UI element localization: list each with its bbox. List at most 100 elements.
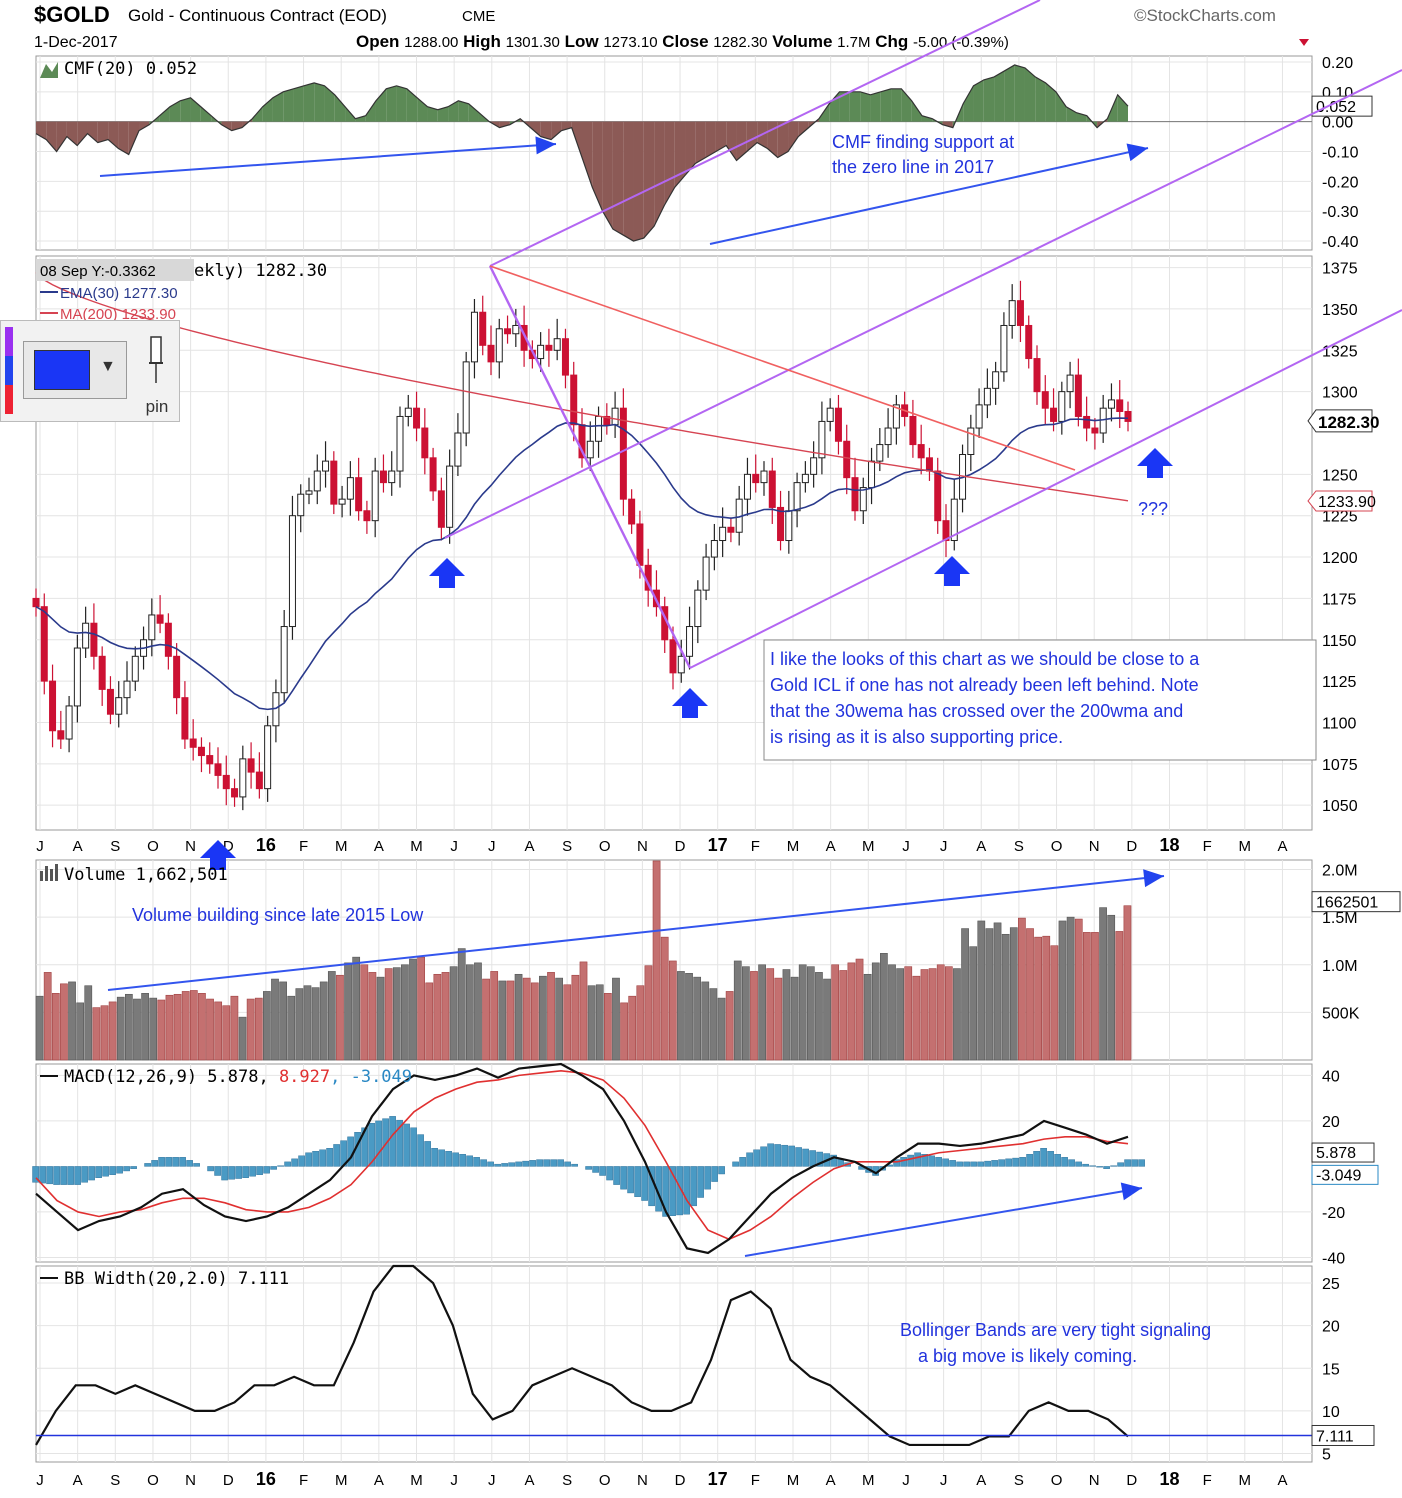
volume-bar — [660, 936, 669, 1061]
macd-histogram-bar — [501, 1163, 508, 1167]
volume-bar — [595, 984, 604, 1061]
dropdown-arrow-icon: ▼ — [100, 358, 116, 375]
price-candle-body — [925, 457, 933, 472]
color-swatches — [5, 327, 13, 415]
macd-histogram-bar — [466, 1155, 473, 1167]
volume-bar — [831, 964, 840, 1061]
ohlc-label: Open — [356, 32, 404, 51]
cmf-area-segment — [437, 106, 449, 122]
volume-ytick: 1.0M — [1322, 958, 1358, 975]
cmf-area-segment — [375, 88, 387, 122]
macd-ytick: 40 — [1322, 1068, 1340, 1085]
macd-histogram-bar — [431, 1148, 438, 1167]
cmf-area-segment — [272, 91, 284, 122]
price-candle-body — [437, 490, 445, 528]
price-candle-body — [346, 477, 354, 500]
volume-bar — [108, 1001, 117, 1061]
volume-bar — [425, 982, 434, 1061]
macd-histogram-bar — [60, 1166, 67, 1185]
volume-bar — [311, 987, 320, 1061]
price-candle-body — [603, 415, 611, 426]
price-candle-body — [818, 420, 826, 459]
macd-histogram-bar — [319, 1149, 326, 1167]
macd-histogram-bar — [515, 1161, 522, 1167]
cmf-ytick: -0.30 — [1322, 204, 1359, 221]
pin-button[interactable]: pin — [137, 327, 177, 417]
x-axis-label: A — [73, 838, 83, 855]
cmf-area-segment — [901, 88, 912, 122]
price-candle-body — [801, 473, 809, 484]
price-candle-body — [1016, 300, 1024, 326]
volume-bar — [141, 993, 149, 1061]
price-last-box — [1307, 409, 1373, 433]
cmf-area-segment — [891, 88, 902, 122]
volume-bar — [133, 998, 141, 1061]
price-candle-body — [82, 622, 90, 649]
volume-bar — [392, 967, 401, 1061]
macd-histogram-bar — [1012, 1157, 1019, 1167]
macd-histogram-bar — [95, 1166, 102, 1178]
volume-bar — [271, 978, 279, 1061]
annotations: CMF finding support at the zero line in … — [132, 132, 1317, 1366]
macd-histogram-bar — [620, 1166, 627, 1190]
x-axis-label: A — [1277, 838, 1287, 855]
macd-histogram-bar — [193, 1163, 200, 1167]
ohlc-value: 1301.30 — [506, 34, 560, 51]
price-candle-body — [1025, 324, 1033, 360]
volume-bar — [246, 998, 255, 1061]
volume-bar — [693, 976, 702, 1061]
macd-histogram-bar — [914, 1152, 921, 1167]
macd-histogram-bar — [1124, 1159, 1131, 1167]
macd-histogram-bar — [746, 1152, 753, 1167]
price-candle-body — [553, 338, 561, 351]
x-axis-label: J — [902, 838, 910, 855]
price-candle-body — [669, 639, 677, 674]
volume-bar — [376, 976, 385, 1061]
price-candle-body — [1033, 358, 1041, 393]
macd-histogram-bar — [627, 1166, 634, 1194]
ma200-line — [35, 272, 1129, 502]
swatch-blue[interactable] — [5, 356, 13, 385]
volume-bar — [1123, 905, 1132, 1061]
volume-bar — [368, 972, 377, 1061]
macd-histogram-bar — [753, 1149, 760, 1167]
volume-note: Volume building since late 2015 Low — [132, 905, 424, 925]
macd-histogram-bar — [949, 1160, 956, 1167]
volume-bar — [1018, 917, 1026, 1061]
price-candle-body — [247, 758, 255, 773]
volume-bar — [287, 995, 296, 1061]
price-candle-body — [280, 626, 288, 694]
macd-histogram-bar — [557, 1159, 564, 1167]
cmf-last-value: 0.052 — [1316, 99, 1356, 116]
macd-histogram-bar — [298, 1155, 305, 1167]
cmf-area-segment — [97, 121, 109, 143]
macd-histogram-bar — [935, 1157, 942, 1167]
swatch-purple[interactable] — [5, 327, 13, 356]
swatch-red[interactable] — [5, 385, 13, 414]
cmf-area-segment — [396, 85, 407, 122]
macd-histogram-bar — [676, 1166, 683, 1216]
volume-bar — [547, 972, 555, 1061]
price-candle-body — [810, 457, 818, 475]
volume-bar — [433, 973, 442, 1061]
channel-line — [444, 69, 1402, 539]
macd-title-hist: , -3.049 — [330, 1067, 412, 1087]
macd-histogram-bar — [921, 1154, 928, 1167]
volume-bar — [352, 956, 361, 1061]
macd-histogram-bar — [389, 1116, 396, 1167]
x-axis-label: M — [1239, 838, 1252, 855]
macd-last-box — [1311, 1142, 1375, 1163]
price-candle-body — [570, 374, 578, 426]
macd-histogram-bar — [473, 1157, 480, 1167]
color-dropdown[interactable]: ▼ — [23, 341, 127, 399]
macd-histogram-bar — [263, 1166, 270, 1174]
macd-histogram-bar — [795, 1147, 802, 1167]
x-axis-label: S — [1014, 1472, 1024, 1489]
x-axis-label: D — [675, 1472, 686, 1489]
volume-bar — [165, 994, 174, 1061]
cmf-ytick: -0.40 — [1322, 234, 1359, 251]
x-axis-label: F — [1203, 1472, 1212, 1489]
cmf-area-segment — [200, 106, 212, 122]
volume-bar — [571, 974, 580, 1061]
